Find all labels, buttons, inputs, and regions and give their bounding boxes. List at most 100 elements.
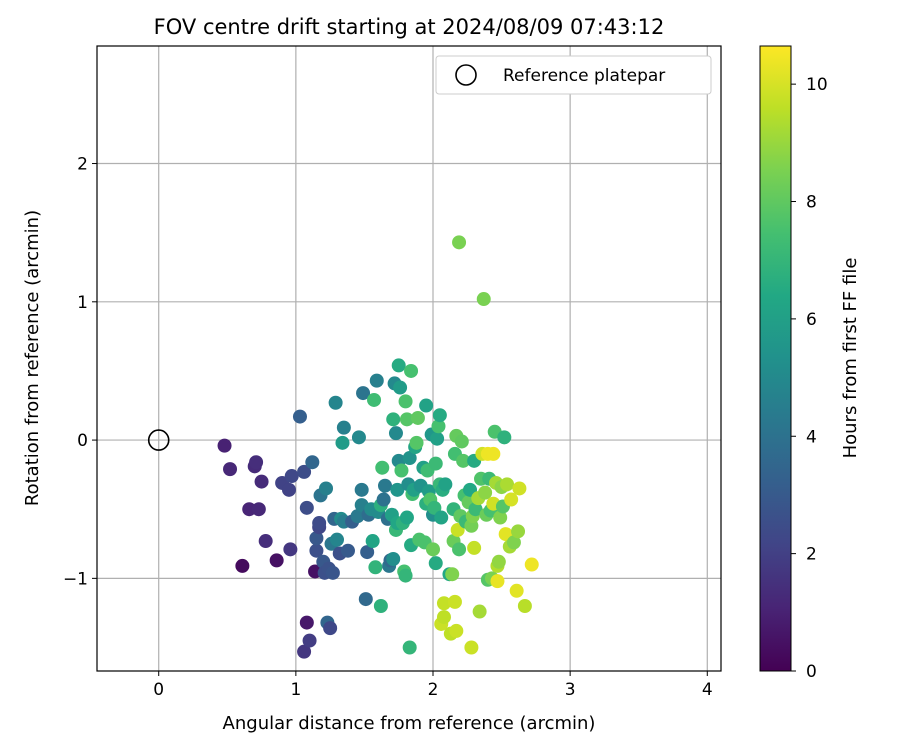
data-point [328,395,343,410]
colorbar-tick-label: 0 [806,662,817,682]
data-point [452,542,467,557]
data-point [312,516,327,531]
data-point [254,474,269,489]
x-tick-label: 2 [428,680,439,700]
colorbar-tick-label: 10 [806,75,828,95]
data-point [350,509,365,524]
data-point [490,574,505,589]
legend-label: Reference platepar [503,66,665,86]
data-point [427,500,442,515]
data-point [402,640,417,655]
y-axis-label: Rotation from reference (arcmin) [22,210,43,506]
y-tick-label: 1 [77,293,88,313]
data-point [373,599,388,614]
data-point [428,456,443,471]
data-point [258,534,273,549]
data-point [340,543,355,558]
data-point [504,492,519,507]
data-point [409,435,424,450]
data-point [506,535,521,550]
data-point [478,485,493,500]
data-point [378,478,392,493]
data-point [452,235,467,250]
data-point [419,398,434,413]
data-point [398,394,413,409]
data-point [456,453,471,468]
data-point [217,438,232,453]
data-point [376,492,391,507]
data-point [367,392,382,407]
legend-box [435,55,712,95]
data-point [509,583,524,598]
data-point [269,553,284,568]
data-point [493,510,508,525]
data-point [390,482,405,497]
data-point [292,409,307,424]
x-tick-label: 1 [290,680,301,700]
data-point [402,451,417,466]
data-point [365,534,380,549]
data-point [325,565,340,580]
legend: Reference platepar [435,55,712,95]
data-point [386,412,401,427]
y-axis-ticks: −1 0 1 2 [63,155,97,589]
x-axis-label: Angular distance from reference (arcmin) [223,713,596,734]
data-point [467,540,482,555]
data-point [323,621,338,636]
x-axis-ticks: 0 1 2 3 4 [153,671,713,700]
data-point [472,604,487,619]
data-point [302,633,317,648]
data-point [305,455,320,470]
data-points [217,235,539,659]
data-point [360,545,375,560]
colorbar [759,45,792,672]
colorbar-tick-label: 8 [806,193,817,213]
data-point [447,594,462,609]
chart-title: FOV centre drift starting at 2024/08/09 … [154,15,665,39]
data-point [249,455,264,470]
data-point [375,460,390,475]
data-point [299,500,314,515]
colorbar-ticks: 0 2 4 6 8 10 [791,75,828,682]
data-point [299,615,314,630]
data-point [491,554,506,569]
colorbar-tick-label: 6 [806,310,817,330]
data-point [393,380,408,395]
data-point [431,419,446,434]
data-point [394,463,409,478]
data-point [436,596,451,611]
data-point [223,462,238,477]
data-point [436,610,451,625]
data-point [476,292,491,307]
y-tick-label: −1 [63,569,88,589]
data-point [309,531,324,546]
data-point [235,558,250,573]
data-point [297,644,312,659]
data-point [283,542,298,557]
data-point [486,446,501,461]
colorbar-tick-label: 2 [806,545,817,565]
data-point [468,502,483,517]
data-point [386,551,401,566]
reference-platepar-marker [147,429,170,451]
data-point [512,481,527,496]
data-point [438,477,453,492]
data-point [282,482,296,497]
x-tick-label: 4 [702,680,713,700]
data-point [242,502,257,517]
data-point [358,592,373,607]
data-point [428,556,443,571]
data-point [351,430,366,445]
data-point [430,431,445,446]
plot-frame [96,45,722,672]
data-point [404,363,419,378]
data-point [251,502,266,517]
data-point [335,435,350,450]
data-point [330,532,344,547]
data-point [445,567,460,582]
data-point [319,481,334,496]
y-tick-label: 2 [77,155,88,175]
data-point [464,640,479,655]
data-point [454,434,469,449]
data-point [369,373,384,388]
